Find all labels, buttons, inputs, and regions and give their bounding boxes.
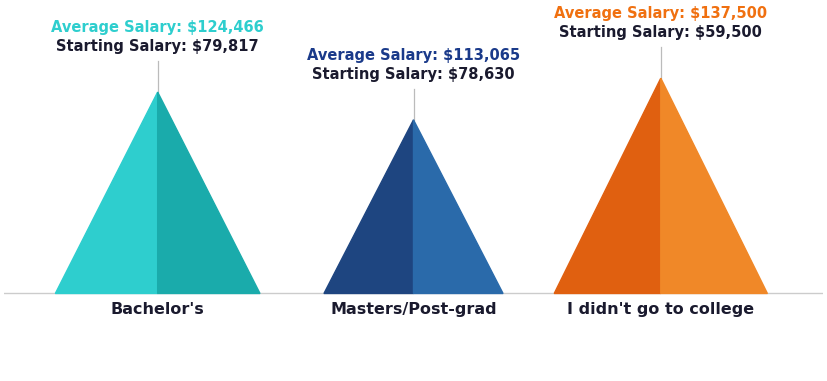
Polygon shape xyxy=(158,92,260,293)
Polygon shape xyxy=(554,78,661,293)
Text: Starting Salary: $78,630: Starting Salary: $78,630 xyxy=(312,67,515,82)
Polygon shape xyxy=(55,92,158,293)
Polygon shape xyxy=(661,78,767,293)
Text: Average Salary: $137,500: Average Salary: $137,500 xyxy=(554,6,767,21)
Text: Average Salary: $113,065: Average Salary: $113,065 xyxy=(307,48,520,62)
Text: Average Salary: $124,466: Average Salary: $124,466 xyxy=(51,20,264,35)
Text: I didn't go to college: I didn't go to college xyxy=(567,302,754,317)
Polygon shape xyxy=(414,120,503,293)
Text: Bachelor's: Bachelor's xyxy=(111,302,204,317)
Text: Starting Salary: $59,500: Starting Salary: $59,500 xyxy=(559,25,762,40)
Text: Starting Salary: $79,817: Starting Salary: $79,817 xyxy=(56,39,259,54)
Polygon shape xyxy=(324,120,414,293)
Text: Masters/Post-grad: Masters/Post-grad xyxy=(330,302,497,317)
